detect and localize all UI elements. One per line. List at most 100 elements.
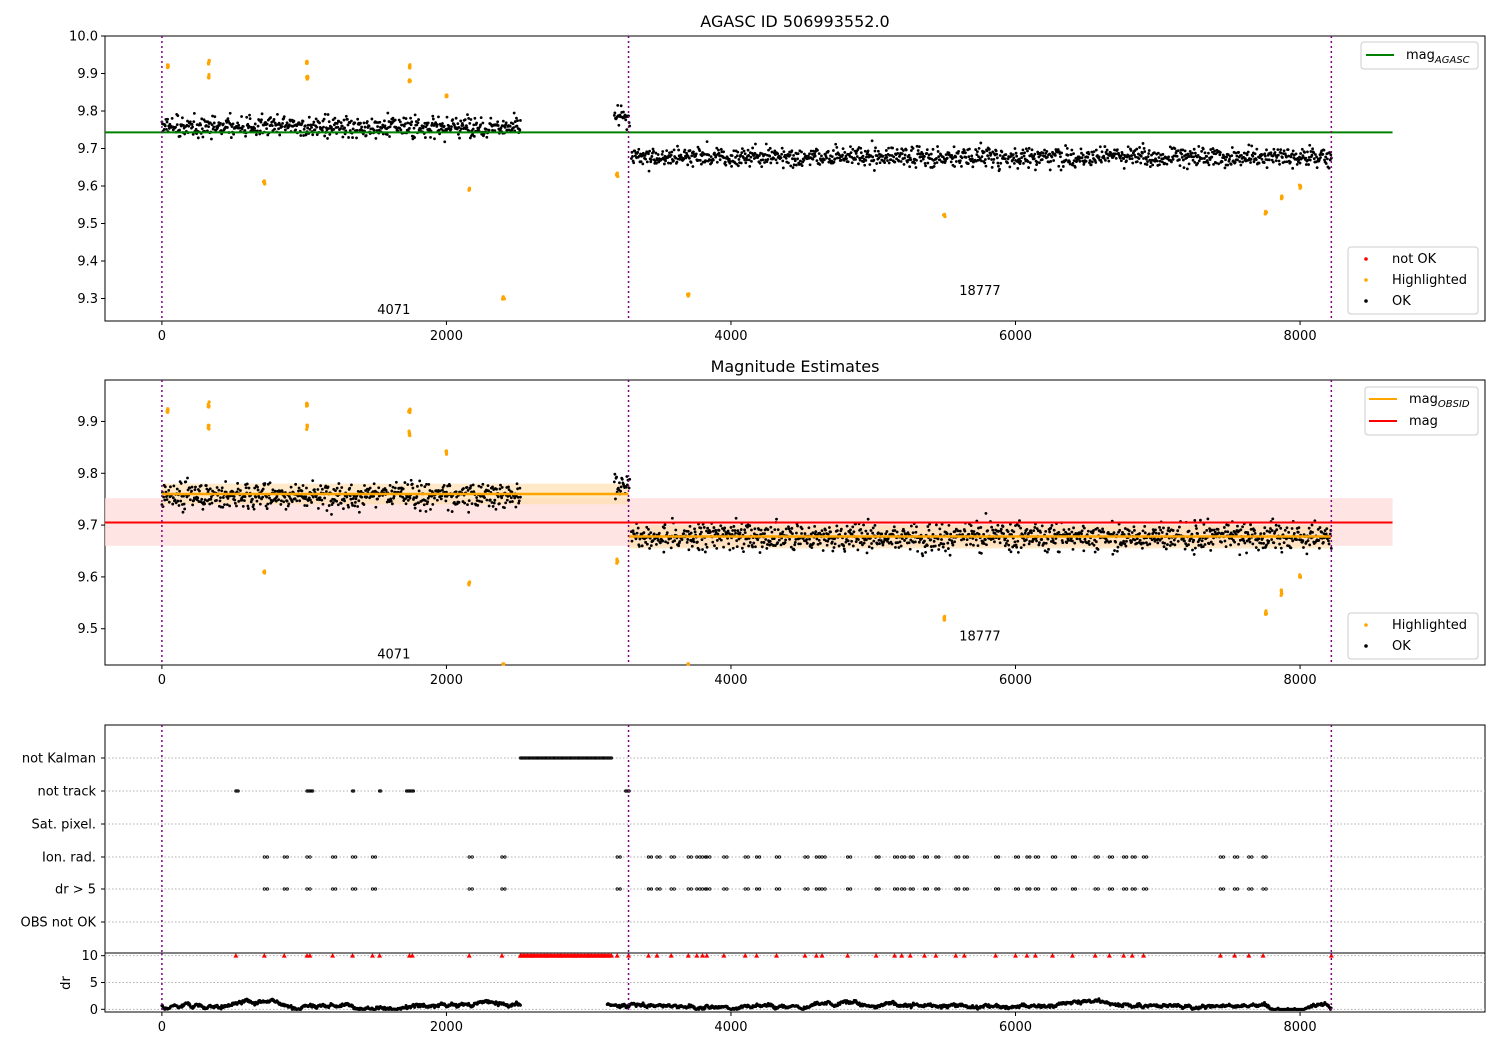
ok-point [1068, 532, 1071, 536]
ok-point [277, 498, 280, 502]
ok-point [218, 499, 222, 503]
ok-point [914, 166, 918, 169]
ok-point [1193, 151, 1197, 155]
ok-point [515, 482, 519, 486]
ok-point [735, 545, 739, 549]
ok-point [495, 487, 498, 491]
ok-point [781, 166, 785, 170]
ok-point [810, 152, 814, 156]
ok-point [200, 117, 204, 121]
ok-point [613, 111, 617, 115]
ok-point [641, 151, 645, 155]
ok-point [960, 164, 963, 168]
ok-point [700, 538, 704, 542]
ok-point [1039, 531, 1042, 534]
ok-point [1064, 144, 1067, 147]
legend-box [1347, 612, 1479, 660]
ok-point [241, 495, 245, 499]
ok-point [333, 116, 337, 120]
ok-point [468, 136, 472, 140]
ok-point [375, 129, 379, 132]
ok-point [208, 121, 212, 125]
ok-point [696, 540, 699, 544]
x-tick-label: 4000 [714, 1020, 747, 1035]
ok-point [223, 503, 226, 507]
ok-point [1311, 147, 1314, 151]
flag-marker [379, 789, 383, 793]
ok-point [1049, 160, 1053, 163]
highlighted-point [943, 614, 947, 618]
flag-marker [777, 887, 782, 891]
ok-point [804, 154, 808, 158]
ok-point [1203, 157, 1206, 160]
ok-point [792, 548, 796, 552]
ok-point [176, 499, 180, 503]
ok-point [759, 533, 762, 536]
ok-point [1262, 541, 1266, 545]
ok-point [1030, 531, 1033, 535]
ok-point [196, 496, 200, 500]
ok-point [1224, 545, 1228, 549]
ok-point [888, 153, 892, 157]
ok-point [1284, 155, 1288, 159]
ok-point [1191, 158, 1195, 162]
ok-point [1213, 530, 1217, 534]
ok-point [229, 136, 233, 139]
flag-marker [655, 887, 659, 891]
ok-point [895, 530, 899, 534]
ok-point [178, 134, 182, 138]
ok-point [1272, 147, 1276, 151]
ok-point [732, 525, 736, 528]
ok-point [1265, 166, 1269, 170]
ok-point [972, 543, 975, 547]
ok-point [634, 537, 638, 541]
ok-point [186, 488, 190, 492]
ok-point [1235, 154, 1239, 158]
ok-point [318, 121, 321, 125]
ok-point [462, 487, 465, 490]
ok-point [496, 124, 500, 127]
flag-marker [993, 887, 998, 891]
ok-point [1253, 528, 1256, 532]
highlighted-point [207, 60, 211, 64]
ok-point [1081, 153, 1085, 157]
ok-point [812, 149, 815, 153]
ok-point [1040, 538, 1044, 541]
ok-point [428, 489, 432, 492]
flag-marker [262, 855, 266, 859]
ok-point [347, 505, 350, 509]
ok-point [763, 532, 766, 536]
chart-title: AGASC ID 506993552.0 [700, 12, 889, 31]
ok-point [1105, 148, 1109, 152]
flag-marker [655, 855, 659, 859]
ok-point [190, 485, 194, 489]
ok-point [303, 504, 307, 507]
ok-point [1176, 149, 1180, 153]
ok-point [1245, 551, 1248, 555]
ok-point [212, 121, 216, 125]
ok-point [742, 550, 745, 554]
legend-mag-label: mag [1409, 414, 1438, 429]
flag-marker [925, 887, 930, 891]
ok-point [468, 122, 472, 125]
highlighted-point [1279, 196, 1284, 200]
ok-point [362, 121, 366, 125]
ok-point [1196, 161, 1200, 165]
ok-point [656, 538, 660, 542]
ok-point [342, 118, 346, 122]
ok-point [459, 119, 463, 123]
ok-point [954, 160, 958, 163]
ok-point [1170, 160, 1173, 164]
ok-point [662, 526, 666, 530]
ok-point [372, 128, 376, 132]
ok-point [215, 486, 219, 489]
ok-point [1173, 543, 1177, 547]
ok-point [193, 488, 197, 492]
flag-marker [470, 887, 474, 891]
ok-point [171, 502, 175, 506]
axes-frame [104, 35, 1486, 322]
ok-point [1222, 526, 1226, 529]
ok-point [1270, 529, 1274, 532]
ok-point [1298, 155, 1301, 159]
ok-point [323, 134, 327, 138]
